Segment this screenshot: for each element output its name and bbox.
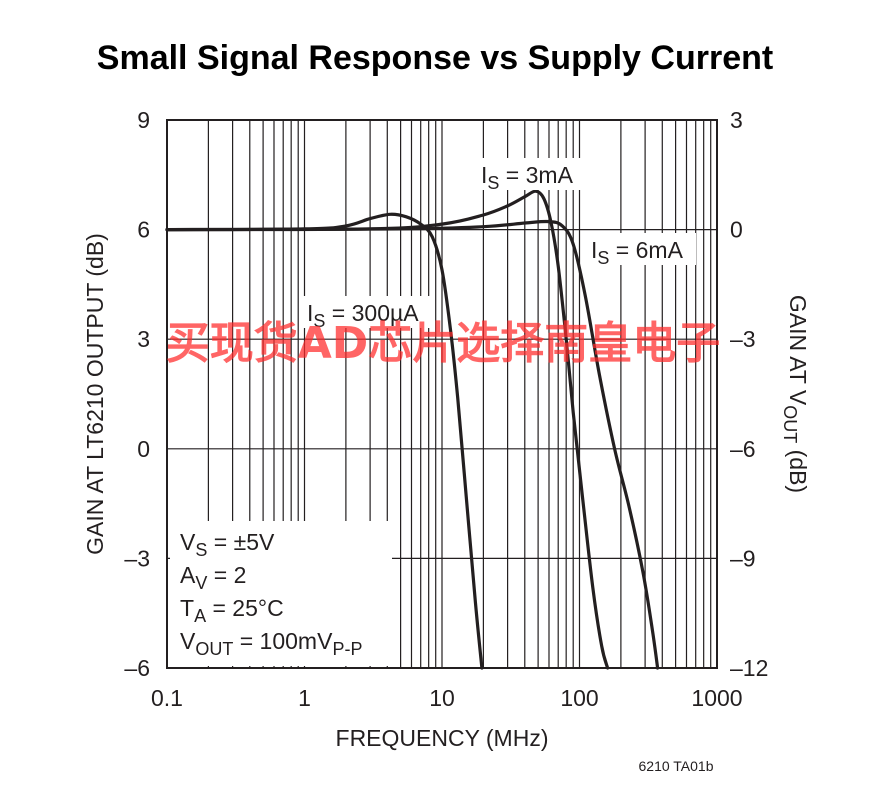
y-tick-label: 9 xyxy=(137,107,150,133)
y-tick-label: 3 xyxy=(137,326,150,352)
x-tick-label: 10 xyxy=(429,685,455,711)
condition-line: AV = 2 xyxy=(180,562,246,593)
condition-line: TA = 25°C xyxy=(180,595,284,626)
y-axis-right: 3 0 –3 –6 –9 –12 xyxy=(730,107,768,681)
conditions-box xyxy=(170,521,392,666)
y-tick-label: 6 xyxy=(137,217,150,243)
x-tick-label: 1 xyxy=(298,685,311,711)
y-axis-title: GAIN AT LT6210 OUTPUT (dB) xyxy=(82,233,108,555)
x-tick-label: 1000 xyxy=(691,685,742,711)
label-bg-6ma xyxy=(588,233,696,265)
y-tick-label: 0 xyxy=(137,436,150,462)
y2-tick-label: –6 xyxy=(730,436,756,462)
curve-label-300ua: IS = 300µA xyxy=(307,300,419,331)
curve-300ua xyxy=(165,212,484,670)
curve-6ma xyxy=(165,219,660,670)
chart-title: Small Signal Response vs Supply Current xyxy=(97,39,773,77)
condition-line: VS = ±5V xyxy=(180,529,275,560)
y-tick-label: –6 xyxy=(124,655,150,681)
watermark: 买现货AD芯片选择南皇电子 xyxy=(166,318,721,369)
label-bg-300ua xyxy=(303,296,431,328)
curve-3ma xyxy=(165,189,610,670)
y2-axis-title: GAIN AT VOUT (dB) xyxy=(780,295,811,493)
y2-tick-label: –12 xyxy=(730,655,768,681)
plot-frame xyxy=(166,119,718,669)
condition-line: VOUT = 100mVP-P xyxy=(180,628,362,659)
y2-tick-label: 3 xyxy=(730,107,743,133)
curve-labels: IS = 300µA IS = 3mA IS = 6mA xyxy=(307,162,684,331)
x-tick-label: 0.1 xyxy=(151,685,183,711)
y-axis-left: 9 6 3 0 –3 –6 xyxy=(124,107,150,681)
series-curves xyxy=(165,189,660,670)
curve-label-6ma: IS = 6mA xyxy=(591,237,684,268)
label-bg-3ma xyxy=(478,158,588,190)
y2-tick-label: –9 xyxy=(730,545,756,571)
x-axis-title: FREQUENCY (MHz) xyxy=(336,725,549,751)
figure-code: 6210 TA01b xyxy=(639,758,714,774)
curve-label-3ma: IS = 3mA xyxy=(481,162,574,193)
x-axis: 0.1 1 10 100 1000 xyxy=(151,685,743,711)
y-tick-label: –3 xyxy=(124,545,150,571)
x-tick-label: 100 xyxy=(560,685,598,711)
y2-tick-label: –3 xyxy=(730,326,756,352)
y2-tick-label: 0 xyxy=(730,217,743,243)
